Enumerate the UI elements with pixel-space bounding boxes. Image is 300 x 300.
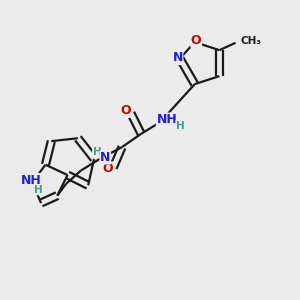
Text: NH: NH	[20, 173, 41, 187]
Text: H: H	[93, 147, 101, 158]
Text: H: H	[176, 121, 185, 130]
Text: O: O	[120, 104, 131, 117]
Text: N: N	[172, 52, 183, 64]
Text: O: O	[191, 34, 202, 47]
Text: H: H	[34, 185, 43, 195]
Text: O: O	[103, 162, 113, 175]
Text: NH: NH	[156, 113, 177, 126]
Text: N: N	[100, 151, 110, 164]
Text: CH₃: CH₃	[241, 36, 262, 46]
